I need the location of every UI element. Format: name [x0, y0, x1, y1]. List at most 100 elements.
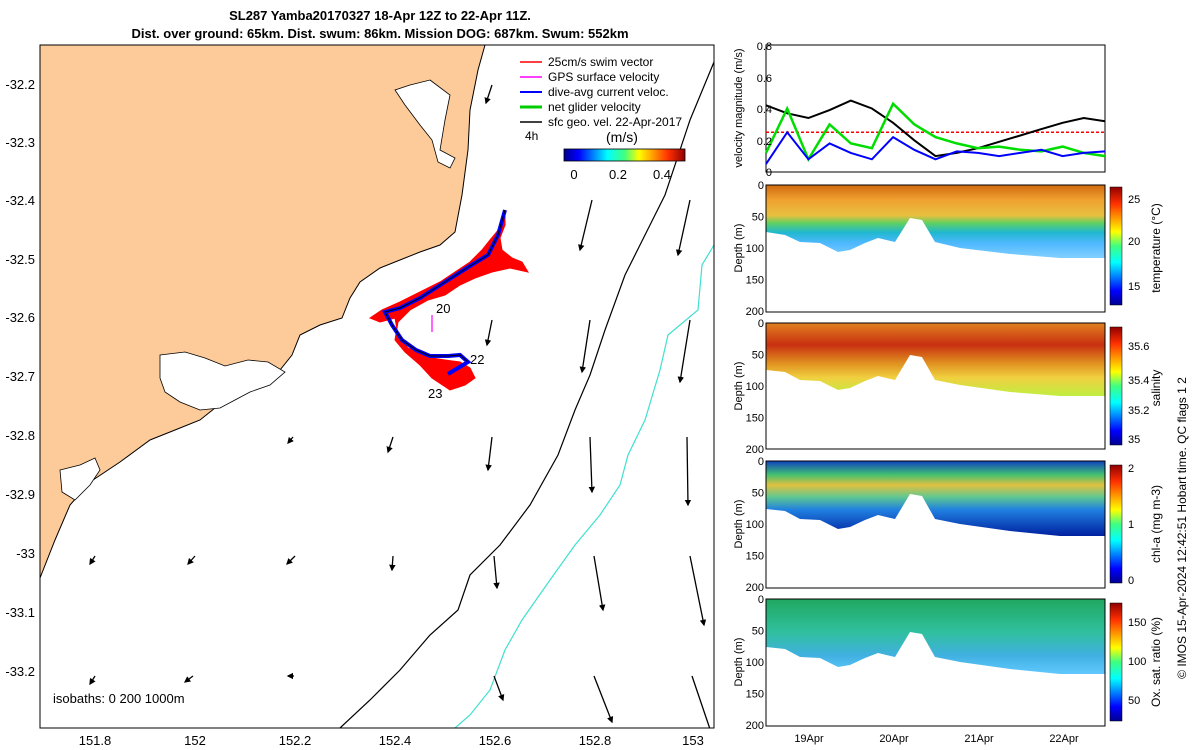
map-x-tick: 151.8	[79, 733, 112, 748]
depth-tick: 200	[746, 720, 764, 732]
colorbar-unit: (m/s)	[606, 129, 638, 145]
chl-cbar-tick: 2	[1128, 463, 1134, 475]
temperature-section	[766, 185, 1105, 258]
depth-tick: 100	[746, 381, 764, 393]
legend-4h: 4h	[525, 129, 538, 143]
figure-title-line1: SL287 Yamba20170327 18-Apr 12Z to 22-Apr…	[229, 8, 531, 23]
salinity-panel: 35.6 35.4 35.2 35 salinity Depth (m)	[733, 322, 1163, 450]
map-y-tick: -32.8	[5, 428, 35, 443]
vector-arrow	[684, 436, 692, 507]
vector-arrow	[389, 555, 396, 572]
map-frame	[39, 44, 715, 729]
vel-y-tick: 0.8	[757, 41, 772, 53]
salinity-frame	[765, 322, 1106, 450]
vector-arrow	[493, 555, 500, 590]
colorbar-tick: 0.2	[609, 167, 627, 182]
velocity-series-line	[765, 99, 1106, 158]
depth-ticks: 0501001502000501001502000501001502000501…	[746, 180, 764, 732]
day-label-20: 20	[436, 301, 450, 316]
temperature-ylabel: Depth (m)	[733, 224, 745, 273]
map-y-axis: -32.2 -32.3 -32.4 -32.5 -32.6 -32.7 -32.…	[5, 77, 35, 679]
colorbar-tick: 0.4	[653, 167, 671, 182]
depth-tick: 50	[752, 488, 764, 500]
depth-tick: 50	[752, 626, 764, 638]
temp-cbar-tick: 20	[1128, 236, 1140, 248]
salinity-section	[766, 323, 1105, 396]
temperature-colorbar	[1109, 186, 1123, 306]
vector-arrow	[187, 555, 196, 565]
chl-cbar-tick: 0	[1128, 575, 1134, 587]
chl-frame	[765, 460, 1106, 589]
vector-arrow	[485, 436, 493, 472]
temp-cbar-tick: 25	[1128, 194, 1140, 206]
time-tick: 21Apr	[964, 733, 994, 745]
isobath-200	[339, 61, 714, 728]
legend-net: net glider velocity	[548, 100, 641, 114]
map-x-tick: 152.4	[379, 733, 412, 748]
depth-tick: 100	[746, 243, 764, 255]
map-y-tick: -33	[16, 546, 35, 561]
colorbar-tick: 0	[570, 167, 577, 182]
vector-arrow	[484, 319, 493, 347]
vel-y-tick: 0.6	[757, 73, 772, 85]
time-tick: 19Apr	[794, 733, 824, 745]
estuary-north	[394, 79, 456, 169]
map-x-tick: 152.6	[479, 733, 512, 748]
oxygen-ylabel: Depth (m)	[733, 638, 745, 687]
map-legend: 25cm/s swim vector GPS surface velocity …	[520, 55, 686, 182]
map-y-tick: -32.6	[5, 310, 35, 325]
estuary-central	[159, 351, 286, 411]
velocity-series-line	[764, 101, 1106, 163]
map-y-tick: -32.3	[5, 135, 35, 150]
legend-sfc: sfc geo. vel. 22-Apr-2017	[548, 115, 682, 129]
map-y-tick: -32.9	[5, 487, 35, 502]
speed-colorbar	[563, 148, 686, 162]
depth-tick: 0	[758, 180, 764, 192]
vector-arrow	[287, 436, 294, 444]
map-y-tick: -32.7	[5, 369, 35, 384]
map-y-tick: -32.2	[5, 77, 35, 92]
oxygen-colorbar	[1109, 602, 1123, 722]
day-label-22: 22	[470, 352, 484, 367]
depth-tick: 100	[746, 519, 764, 531]
oxygen-panel: 150 100 50 Ox. sat. ratio (%) Depth (m)	[733, 598, 1163, 727]
vel-y-tick: 0.2	[757, 136, 772, 148]
vector-arrow	[578, 199, 593, 252]
vector-arrow	[579, 319, 591, 374]
depth-tick: 200	[746, 444, 764, 456]
velocity-series-line	[765, 130, 1106, 165]
depth-tick: 150	[746, 413, 764, 425]
temperature-frame	[765, 184, 1106, 313]
depth-tick: 50	[752, 350, 764, 362]
depth-tick: 100	[746, 657, 764, 669]
vector-arrow	[183, 675, 194, 683]
velocity-series	[764, 99, 1106, 165]
legend-gps: GPS surface velocity	[548, 70, 659, 84]
vel-y-tick: 0	[766, 167, 772, 179]
vel-y-tick: 0.4	[757, 104, 772, 116]
vector-arrow	[593, 555, 606, 612]
isobath-1000	[454, 244, 714, 728]
chl-ylabel: Depth (m)	[733, 500, 745, 549]
salinity-cbar-label: salinity	[1149, 370, 1163, 407]
sal-cbar-tick: 35.2	[1128, 405, 1149, 417]
vector-arrow	[593, 675, 614, 724]
time-tick: 20Apr	[879, 733, 909, 745]
vector-arrow	[386, 436, 394, 454]
map-x-tick: 153	[682, 733, 704, 748]
map-y-tick: -33.1	[5, 605, 35, 620]
vector-arrow	[675, 199, 691, 257]
map-y-tick: -33.2	[5, 664, 35, 679]
chl-section	[766, 461, 1105, 536]
time-axis: 19Apr 20Apr 21Apr 22Apr	[794, 733, 1079, 745]
depth-tick: 150	[746, 275, 764, 287]
temp-cbar-tick: 15	[1128, 281, 1140, 293]
salinity-colorbar	[1109, 326, 1123, 446]
depth-tick: 0	[758, 594, 764, 606]
map-x-tick: 152.8	[579, 733, 612, 748]
velocity-panel: 0 0.2 0.4 0.6 0.8 velocity magnitude (m/…	[733, 41, 1106, 179]
map-panel: 20 22 23 25cm/s swim vector GPS surface …	[5, 44, 715, 748]
vector-arrow	[677, 319, 691, 384]
vector-arrow	[691, 675, 711, 728]
